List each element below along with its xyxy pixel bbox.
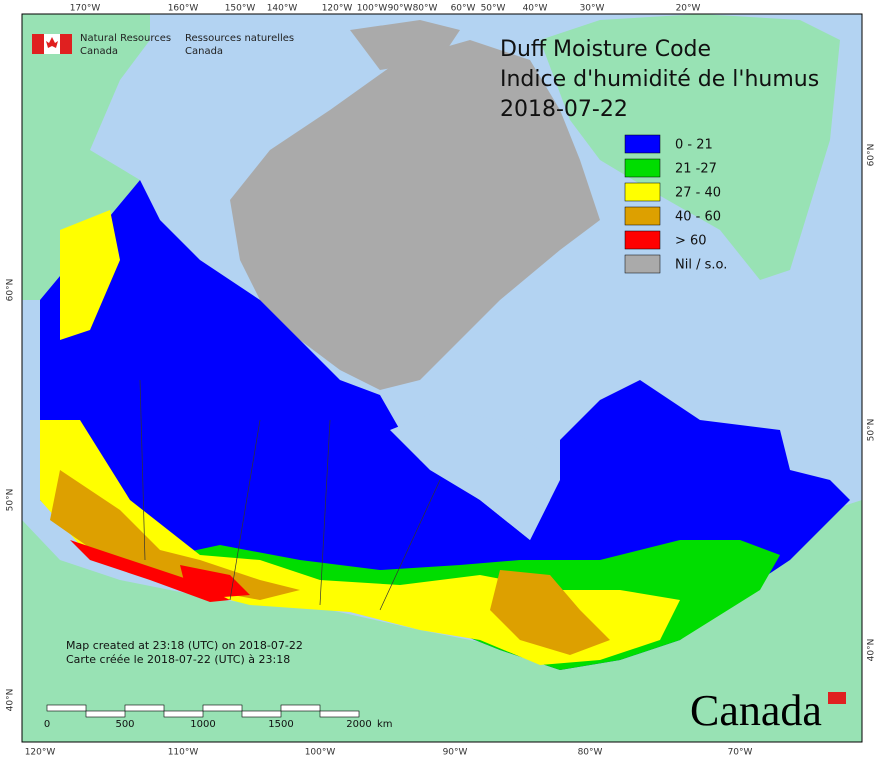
scale-segment [280, 704, 321, 712]
legend-swatch [624, 182, 661, 202]
agency-fr: Canada [185, 46, 223, 57]
footnote: Map created at 23:18 (UTC) on 2018-07-22 [66, 639, 303, 652]
footnote: Carte créée le 2018-07-22 (UTC) à 23:18 [66, 653, 290, 666]
date: 2018-07-22 [500, 97, 628, 122]
legend-swatch [624, 230, 661, 250]
scale-segment [319, 710, 360, 718]
agency-fr: Ressources naturelles [185, 33, 294, 44]
legend-label: Nil / s.o. [675, 258, 727, 273]
longitude-label: 160°W [168, 4, 199, 14]
scale-segment [202, 704, 243, 712]
longitude-label: 50°W [481, 4, 506, 14]
legend-label: 40 - 60 [675, 210, 721, 225]
scale-segment [46, 704, 87, 712]
legend-label: 27 - 40 [675, 186, 721, 201]
map-frame [21, 13, 863, 743]
latitude-label: 50°N [867, 419, 877, 442]
latitude-label: 40°N [867, 639, 877, 662]
longitude-label: 40°W [523, 4, 548, 14]
latitude-label: 60°N [867, 144, 877, 167]
longitude-label: 110°W [168, 748, 199, 758]
longitude-label: 80°W [578, 748, 603, 758]
scale-segment [241, 710, 282, 718]
latitude-label: 40°N [6, 689, 16, 712]
scale-label: 0 [44, 719, 50, 730]
longitude-label: 100°W [357, 4, 388, 14]
legend-swatch [624, 134, 661, 154]
scale-unit: km [377, 719, 393, 730]
longitude-label: 120°W [322, 4, 353, 14]
legend-swatch [624, 254, 661, 274]
longitude-label: 20°W [676, 4, 701, 14]
longitude-label: 120°W [25, 748, 56, 758]
longitude-label: 170°W [70, 4, 101, 14]
map-area [22, 14, 862, 742]
latitude-label: 50°N [6, 489, 16, 512]
longitude-label: 150°W [225, 4, 256, 14]
legend-label: > 60 [675, 234, 707, 249]
scale-label: 2000 [346, 719, 371, 730]
title: Indice d'humidité de l'humus [500, 67, 819, 92]
longitude-label: 90°W [388, 4, 413, 14]
logo [32, 34, 72, 54]
agency-en: Canada [80, 46, 118, 57]
scale-label: 500 [115, 719, 134, 730]
longitude-label: 140°W [267, 4, 298, 14]
wordmark-flag [828, 692, 846, 704]
scale-label: 1500 [268, 719, 293, 730]
legend-swatch [624, 206, 661, 226]
scale-label: 1000 [190, 719, 215, 730]
longitude-label: 100°W [305, 748, 336, 758]
longitude-label: 30°W [580, 4, 605, 14]
latitude-label: 60°N [6, 279, 16, 302]
legend-label: 21 -27 [675, 162, 717, 177]
title: Duff Moisture Code [500, 37, 711, 62]
longitude-label: 60°W [451, 4, 476, 14]
legend-label: 0 - 21 [675, 138, 713, 153]
scale-segment [124, 704, 165, 712]
longitude-label: 70°W [728, 748, 753, 758]
scale-segment [85, 710, 126, 718]
legend-swatch [624, 158, 661, 178]
scale-segment [163, 710, 204, 718]
wordmark: Canada [690, 686, 822, 735]
longitude-label: 90°W [443, 748, 468, 758]
agency-en: Natural Resources [80, 33, 171, 44]
longitude-label: 80°W [413, 4, 438, 14]
